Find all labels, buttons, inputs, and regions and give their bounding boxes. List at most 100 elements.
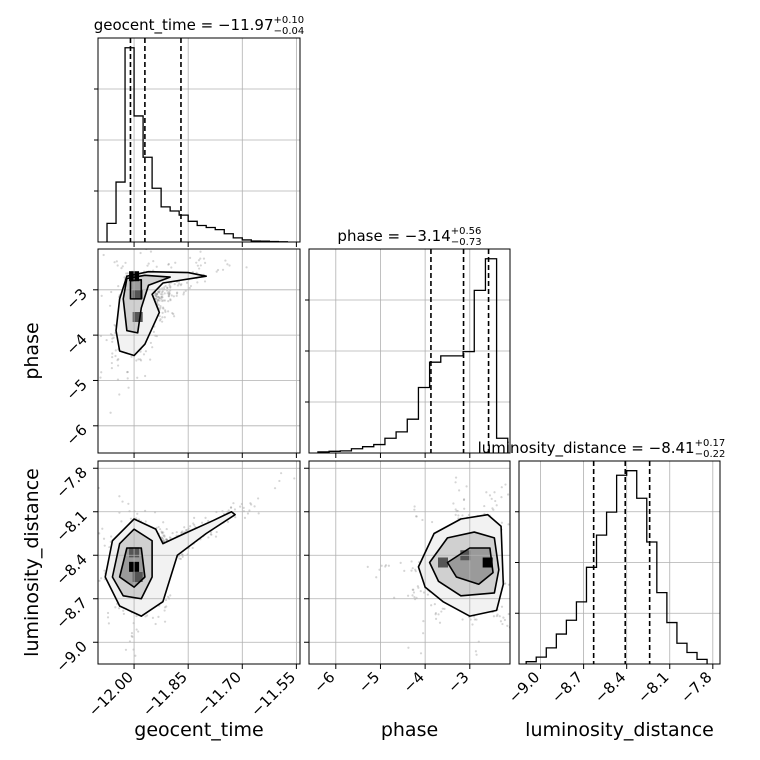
contour-line <box>104 510 236 617</box>
scatter-point <box>106 616 110 619</box>
scatter-point <box>167 300 170 303</box>
scatter-point <box>414 570 417 573</box>
scatter-point <box>167 291 170 294</box>
y-tick-label: −8.1 <box>52 507 90 545</box>
scatter-point <box>302 478 304 480</box>
scatter-point <box>108 304 112 307</box>
panel-title-geocent_time: geocent_time = −11.97+0.10 −0.04 <box>94 15 305 37</box>
scatter-point <box>160 291 164 294</box>
scatter-point <box>147 262 150 265</box>
scatter-point <box>149 250 153 253</box>
scatter-point <box>475 618 478 621</box>
scatter-point <box>226 520 230 523</box>
scatter-point <box>126 370 129 374</box>
scatter-point <box>149 358 152 361</box>
panel-title-phase: phase = −3.14+0.56 −0.73 <box>337 226 481 248</box>
scatter-point <box>477 669 479 671</box>
scatter-point <box>109 411 112 414</box>
density-peak <box>132 312 143 322</box>
scatter-point <box>504 582 507 585</box>
scatter-point <box>488 494 492 497</box>
scatter-point <box>501 622 504 626</box>
scatter-point <box>163 286 166 289</box>
scatter-point <box>434 612 437 615</box>
scatter-point <box>193 516 196 519</box>
scatter-point <box>157 295 160 298</box>
scatter-point <box>257 497 260 500</box>
scatter-point <box>507 612 510 616</box>
tick-layer <box>93 88 714 669</box>
scatter-point <box>167 262 170 266</box>
scatter-point <box>171 311 174 315</box>
scatter-point <box>121 500 124 503</box>
scatter-point <box>144 350 148 353</box>
scatter-point <box>166 292 169 295</box>
scatter-point <box>160 536 164 539</box>
scatter-point <box>182 293 185 296</box>
scatter-point <box>126 371 129 374</box>
scatter-point <box>149 341 152 345</box>
scatter-point <box>136 376 139 379</box>
scatter-point <box>159 318 162 321</box>
scatter-point <box>175 292 179 295</box>
scatter-point <box>495 614 498 618</box>
scatter-point <box>257 512 260 515</box>
scatter-point <box>161 311 164 314</box>
scatter-point <box>168 293 171 296</box>
scatter-point <box>504 483 507 486</box>
scatter-point <box>165 538 168 541</box>
scatter-point <box>207 536 210 539</box>
scatter-point <box>384 565 387 568</box>
scatter-point <box>169 536 172 540</box>
scatter-point <box>139 350 142 353</box>
scatter-point <box>511 594 513 596</box>
scatter-point <box>160 296 163 299</box>
contour-line <box>417 513 505 617</box>
scatter-point <box>441 607 444 610</box>
scatter-point <box>161 290 164 293</box>
scatter-point <box>511 517 513 519</box>
scatter-point <box>196 281 199 284</box>
scatter-point <box>154 238 156 240</box>
scatter-point <box>160 297 163 301</box>
scatter-point <box>154 297 157 301</box>
scatter-point <box>118 495 121 498</box>
scatter-point <box>129 517 133 520</box>
scatter-point <box>161 287 164 290</box>
scatter-point <box>457 517 460 520</box>
scatter-point <box>413 595 416 599</box>
scatter-point <box>293 477 296 480</box>
scatter-point <box>204 516 207 520</box>
scatter-point <box>160 295 163 298</box>
scatter-point <box>162 539 166 542</box>
scatter-point <box>209 533 213 536</box>
scatter-point <box>514 590 516 592</box>
y-tick-label: −8.4 <box>52 550 90 588</box>
scatter-point <box>414 515 418 518</box>
scatter-point <box>433 603 436 606</box>
scatter-point <box>496 613 499 616</box>
scatter-point <box>165 527 168 531</box>
scatter-point <box>413 508 416 511</box>
scatter-point <box>199 264 202 267</box>
x-axis-label-luminosity_distance: luminosity_distance <box>525 719 714 741</box>
scatter-point <box>430 604 433 607</box>
scatter-point <box>278 479 281 483</box>
scatter-point <box>156 293 159 296</box>
scatter-point <box>111 356 114 359</box>
scatter-point <box>452 502 455 505</box>
scatter-point <box>161 306 165 309</box>
scatter-point <box>160 530 163 533</box>
scatter-point <box>161 299 164 303</box>
scatter-point <box>158 291 161 294</box>
x-tick-label: −6 <box>310 668 338 696</box>
scatter-point <box>195 261 198 264</box>
scatter-point <box>151 346 154 349</box>
scatter-point <box>108 546 111 549</box>
scatter-point <box>519 588 521 590</box>
scatter-point <box>146 264 149 267</box>
scatter-point <box>461 618 464 621</box>
scatter-point <box>416 585 419 588</box>
y-tick-label: −4 <box>62 330 90 358</box>
x-tick-label: −11.55 <box>247 668 299 720</box>
